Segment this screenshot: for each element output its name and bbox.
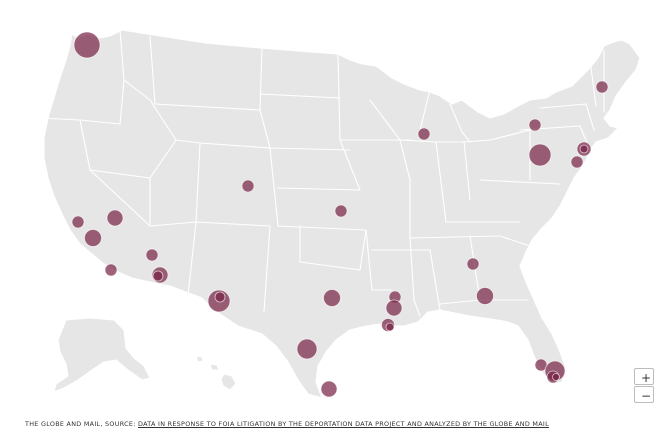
map-bubble-new-orleans[interactable] [385,322,395,332]
map-bubble-san-diego[interactable] [104,263,118,277]
map-bubble-las-vegas[interactable] [145,248,159,262]
state-borders [39,29,605,317]
alaska-land [53,317,151,393]
map-bubble-portland[interactable] [71,215,85,229]
source-credit: THE GLOBE AND MAIL, SOURCE: DATA IN RESP… [25,420,549,428]
map-bubble-jena[interactable] [385,299,403,317]
map-bubble-harlingen[interactable] [320,380,338,398]
source-link[interactable]: DATA IN RESPONSE TO FOIA LITIGATION BY T… [138,420,549,428]
map-bubble-tucson[interactable] [152,270,164,282]
map-bubble-york[interactable] [528,143,552,167]
map-bubble-lumpkin[interactable] [476,287,494,305]
map-bubble-boston[interactable] [595,80,609,94]
map-bubble-atlanta[interactable] [466,257,480,271]
zoom-out-button[interactable]: − [634,386,654,403]
map-bubble-krome-2[interactable] [552,373,560,381]
credit-prefix: THE GLOBE AND MAIL, SOURCE: [25,420,139,428]
map-bubble-san-antonio[interactable] [296,338,318,360]
map-bubble-newark[interactable] [570,155,584,169]
map[interactable] [0,0,660,410]
map-bubble-buffalo[interactable] [528,118,542,132]
bubble-layer[interactable] [71,31,609,398]
zoom-in-button[interactable]: + [634,368,654,385]
map-bubble-new-york-2[interactable] [579,144,589,154]
map-bubble-dallas[interactable] [323,289,341,307]
map-bubble-seattle[interactable] [73,31,101,59]
map-bubble-chicago[interactable] [417,127,431,141]
map-bubble-el-paso-2[interactable] [214,291,226,303]
map-bubble-denver[interactable] [241,179,255,193]
map-bubble-los-angeles[interactable] [84,229,102,247]
hawaii-land [195,355,237,391]
map-bubble-fresno[interactable] [106,209,124,227]
us-map[interactable] [0,0,660,410]
map-bubble-kansas-city[interactable] [334,204,348,218]
